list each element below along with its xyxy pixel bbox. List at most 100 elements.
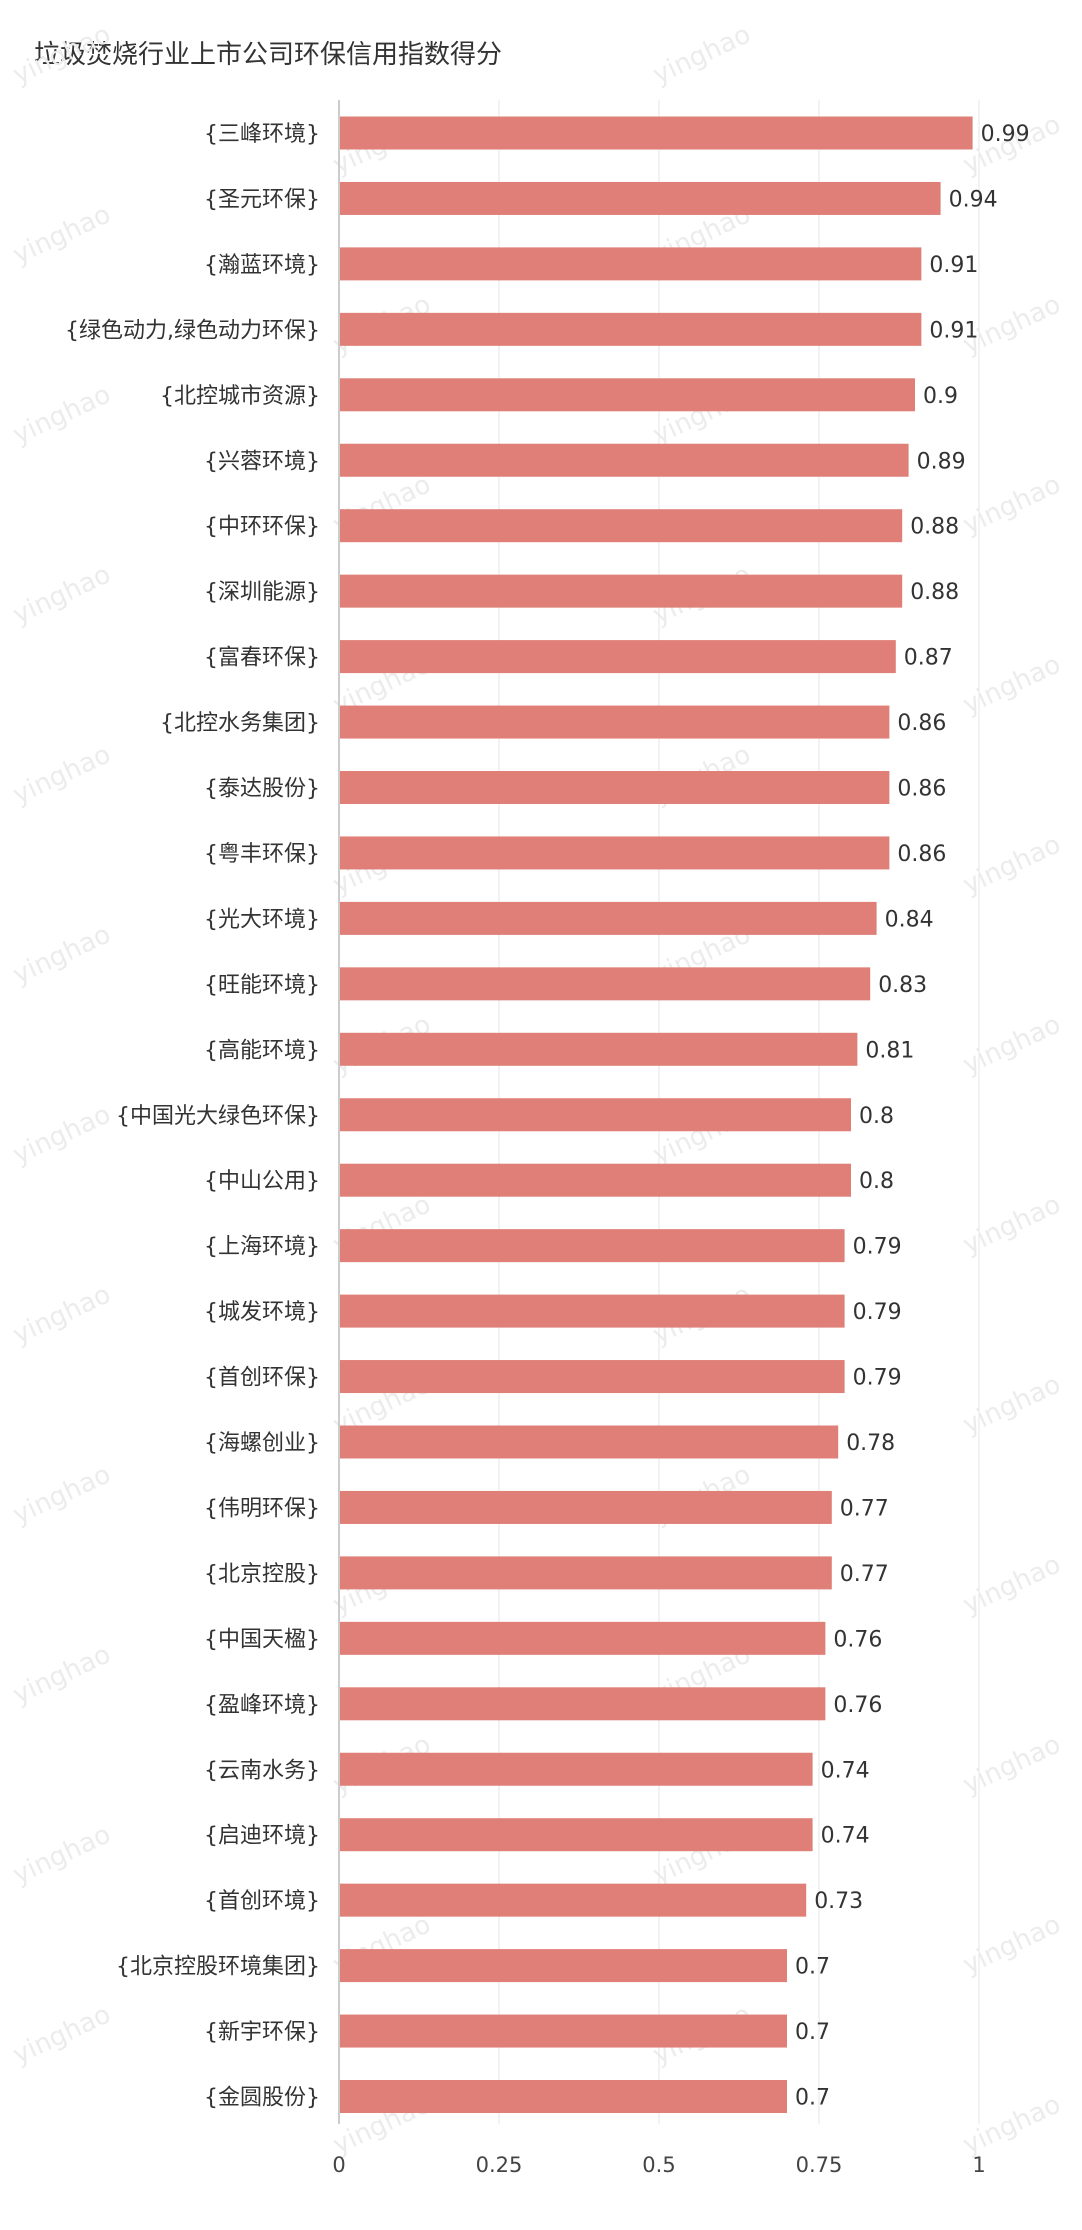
category-label: {光大环境} — [204, 907, 320, 932]
value-label: 0.77 — [840, 1562, 889, 1587]
value-label: 0.91 — [929, 253, 978, 278]
category-label: {北控水务集团} — [160, 711, 320, 736]
bar — [340, 1163, 851, 1197]
category-label: {三峰环境} — [204, 122, 320, 147]
bar — [340, 181, 941, 215]
category-label: {富春环保} — [204, 646, 320, 671]
category-label: {泰达股份} — [204, 777, 320, 802]
value-label: 0.8 — [859, 1169, 894, 1194]
value-label: 0.94 — [949, 187, 998, 212]
bar — [340, 1229, 845, 1263]
category-label: {首创环保} — [204, 1366, 320, 1391]
value-labels: 0.99 0.94 0.91 0.91 0.9 0.89 0.88 0.88 0.87 0.86 0… — [795, 122, 1030, 2111]
category-label: {城发环境} — [204, 1300, 320, 1325]
value-label: 0.73 — [814, 1889, 863, 1914]
value-label: 0.88 — [910, 515, 959, 540]
bar — [340, 312, 922, 346]
bar — [340, 1752, 813, 1786]
value-label: 0.76 — [833, 1693, 882, 1718]
x-axis-tick-labels: 0 0.25 0.5 0.75 1 — [332, 2153, 985, 2177]
category-label: {兴蓉环境} — [204, 449, 320, 474]
category-label: {上海环境} — [204, 1235, 320, 1260]
category-label: {中国光大绿色环保} — [116, 1104, 320, 1129]
value-label: 0.91 — [929, 318, 978, 343]
category-label: {绿色动力,绿色动力环保} — [65, 318, 320, 343]
category-label: {首创环境} — [204, 1889, 320, 1914]
category-label: {北京控股环境集团} — [116, 1955, 320, 1980]
bar — [340, 378, 915, 412]
bar — [340, 1883, 807, 1917]
bar — [340, 771, 890, 804]
value-label: 0.7 — [795, 2020, 830, 2045]
bar — [340, 1098, 851, 1132]
value-label: 0.74 — [821, 1758, 870, 1783]
value-label: 0.77 — [840, 1496, 889, 1521]
category-label: {中环环保} — [204, 515, 320, 540]
value-label: 0.83 — [878, 973, 927, 998]
bar — [340, 2014, 787, 2048]
category-labels: {三峰环境} {圣元环保} {瀚蓝环境} {绿色动力,绿色动力环保} {北控城市资源} {… — [65, 122, 320, 2111]
value-label: 0.86 — [897, 842, 946, 867]
category-label: {金圆股份} — [204, 2086, 320, 2111]
x-tick-label: 0.25 — [476, 2153, 523, 2177]
category-label: {高能环境} — [204, 1038, 320, 1063]
category-label: {海螺创业} — [204, 1431, 320, 1456]
value-label: 0.79 — [853, 1366, 902, 1391]
bar — [340, 1687, 826, 1721]
x-tick-label: 0.75 — [796, 2153, 843, 2177]
value-label: 0.86 — [897, 777, 946, 802]
value-label: 0.76 — [833, 1627, 882, 1652]
category-label: {中国天楹} — [204, 1627, 320, 1652]
value-label: 0.81 — [865, 1038, 914, 1063]
bar — [340, 1490, 832, 1524]
category-label: {北京控股} — [204, 1562, 320, 1587]
category-label: {伟明环保} — [204, 1496, 320, 1521]
category-label: {旺能环境} — [204, 973, 320, 998]
value-label: 0.79 — [853, 1300, 902, 1325]
bar — [340, 1621, 826, 1655]
category-label: {北控城市资源} — [160, 384, 320, 409]
bar — [340, 1360, 845, 1394]
value-label: 0.89 — [917, 449, 966, 474]
bar — [340, 705, 890, 739]
value-label: 0.74 — [821, 1824, 870, 1849]
bar — [340, 2080, 787, 2113]
bar — [340, 443, 909, 477]
value-label: 0.87 — [904, 646, 953, 671]
bar — [340, 901, 877, 935]
bar — [340, 1425, 839, 1459]
value-label: 0.99 — [981, 122, 1030, 147]
category-label: {新宇环保} — [204, 2020, 320, 2045]
bar — [340, 1032, 858, 1066]
value-label: 0.78 — [846, 1431, 895, 1456]
bar — [340, 574, 903, 608]
x-tick-label: 0.5 — [642, 2153, 675, 2177]
category-label: {盈峰环境} — [204, 1693, 320, 1718]
bar — [340, 247, 922, 281]
bar — [340, 640, 896, 674]
bar — [340, 509, 903, 543]
bar — [340, 1949, 787, 1983]
bars — [340, 116, 973, 2113]
value-label: 0.86 — [897, 711, 946, 736]
value-label: 0.88 — [910, 580, 959, 605]
x-tick-label: 0 — [332, 2153, 345, 2177]
bar — [340, 1818, 813, 1852]
bar — [340, 967, 871, 1001]
x-tick-label: 1 — [972, 2153, 985, 2177]
value-label: 0.79 — [853, 1235, 902, 1260]
value-label: 0.8 — [859, 1104, 894, 1129]
category-label: {启迪环境} — [204, 1824, 320, 1849]
value-label: 0.7 — [795, 1955, 830, 1980]
bar — [340, 836, 890, 870]
value-label: 0.7 — [795, 2086, 830, 2111]
category-label: {粤丰环保} — [204, 842, 320, 867]
bar — [340, 1294, 845, 1328]
chart-title: 垃圾焚烧行业上市公司环保信用指数得分 — [34, 40, 503, 70]
value-label: 0.84 — [885, 907, 934, 932]
category-label: {深圳能源} — [204, 580, 320, 605]
bar — [340, 116, 973, 150]
value-label: 0.9 — [923, 384, 958, 409]
bar — [340, 1556, 832, 1590]
